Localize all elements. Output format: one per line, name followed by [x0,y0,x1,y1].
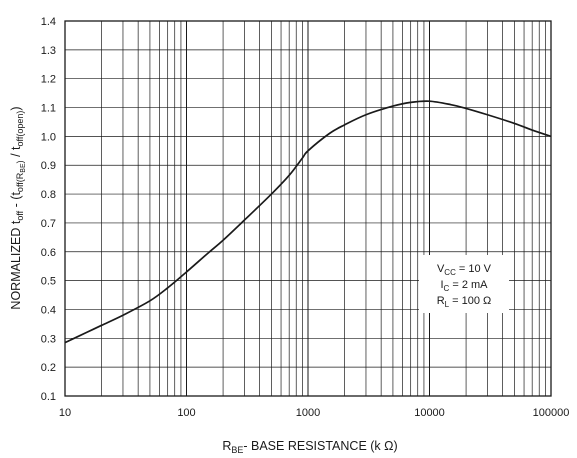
x-tick-label: 100 [177,407,195,419]
series-line [64,100,552,344]
y-tick-label: 0.2 [41,362,56,374]
y-tick-label: 0.3 [41,333,56,345]
y-tick-label: 1.2 [41,74,56,86]
y-tick-label: 0.4 [41,304,56,316]
condition-ic: IC = 2 mA [440,279,488,293]
grid [65,21,551,396]
y-tick-label: 1.1 [41,103,56,115]
x-tick-label: 1000 [296,407,320,419]
y-tick-label: 1.4 [41,16,56,28]
x-tick-label: 10000 [414,407,445,419]
y-tick-label: 0.9 [41,160,56,172]
y-tick-labels: 0.1 0.2 0.3 0.4 0.5 0.6 0.7 0.8 0.9 1.0 1.1 1.2 1.3 1… [41,16,56,403]
condition-vcc: VCC = 10 V [437,263,492,277]
y-axis-title: NORMALIZED toff - (toff(RBE) / toff(open… [9,106,27,309]
y-tick-label: 0.5 [41,276,56,288]
x-tick-labels: 10 100 1000 10000 100000 [59,407,569,419]
y-tick-label: 0.8 [41,189,56,201]
x-tick-label: 10 [59,407,71,419]
y-tick-label: 0.6 [41,247,56,259]
condition-rl: RL = 100 Ω [437,295,492,309]
y-tick-label: 1.0 [41,131,56,143]
x-tick-label: 100000 [533,407,570,419]
x-axis-title: RBE- BASE RESISTANCE (k Ω) [222,439,397,455]
y-tick-label: 0.7 [41,218,56,230]
series-layer [64,100,552,344]
conditions-box [419,255,509,313]
plot-frame [64,20,552,397]
y-tick-label: 1.3 [41,45,56,57]
y-tick-label: 0.1 [41,391,56,403]
